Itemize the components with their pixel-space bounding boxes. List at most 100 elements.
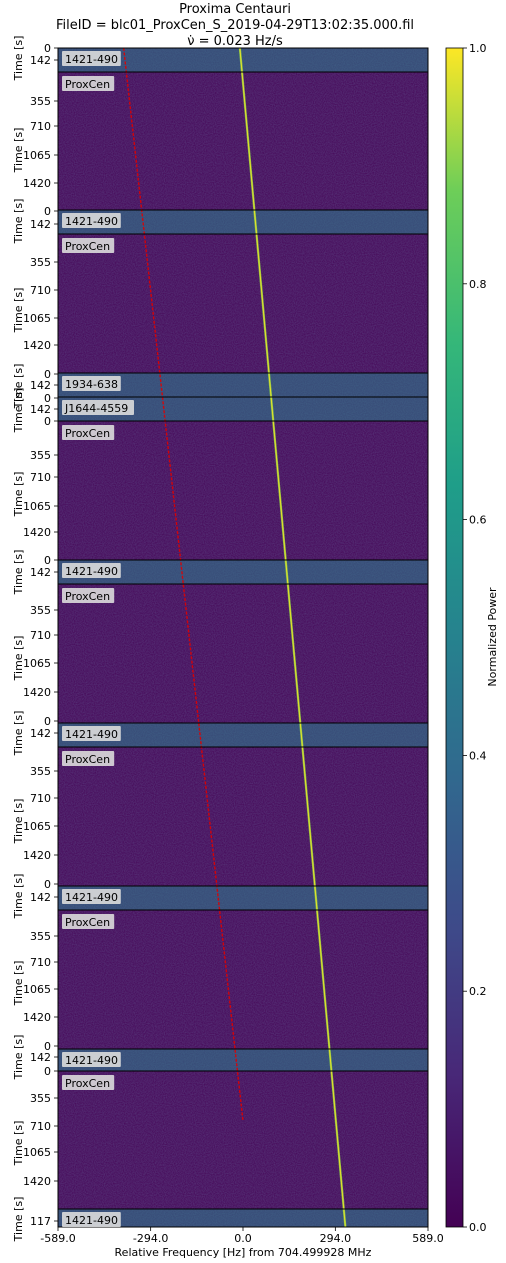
time-tick-label: 1420 <box>23 849 51 862</box>
time-tick-label: 355 <box>30 256 51 269</box>
panel-label-box <box>62 51 121 66</box>
panel-label: ProxCen <box>62 914 115 929</box>
time-tick-label: 1420 <box>23 1011 51 1024</box>
time-tick-label: 0 <box>44 392 51 405</box>
time-tick-label: 0 <box>44 554 51 567</box>
time-tick-label: 1065 <box>23 149 51 162</box>
time-tick-label: 142 <box>30 891 51 904</box>
signal-track-core <box>239 47 346 1228</box>
panel-label: 1421-490 <box>62 889 121 904</box>
panel-label-box <box>62 1075 115 1090</box>
panel-borders: 1421-490 ProxCen 1421-490 ProxCen 1934-638 J1… <box>57 47 429 1228</box>
time-tick-label: 1420 <box>23 1175 51 1188</box>
time-tick-label: 1065 <box>23 500 51 513</box>
panel-label-text: 1421-490 <box>65 565 118 578</box>
panel-label: ProxCen <box>62 76 115 91</box>
time-tick-label: 0 <box>44 1040 51 1053</box>
time-axis-label: Time [s] <box>12 799 25 845</box>
time-tick-label: 1065 <box>23 983 51 996</box>
time-tick-label: 355 <box>30 1092 51 1105</box>
time-tick-label: 355 <box>30 604 51 617</box>
panel-fill <box>58 1049 428 1071</box>
time-axis-label: Time [s] <box>12 472 25 518</box>
panel-label: 1421-490 <box>62 51 121 66</box>
time-axis-label: Time [s] <box>12 550 25 596</box>
panel-label-box <box>62 751 115 766</box>
time-tick-label: 710 <box>30 471 51 484</box>
panel-label-text: 1421-490 <box>65 1054 118 1067</box>
time-axis-label: Time [s] <box>12 364 25 410</box>
panel-label-text: ProxCen <box>65 240 110 253</box>
panel-label: ProxCen <box>62 238 115 253</box>
chart-title-line3: ν̇ = 0.023 Hz/s <box>187 34 283 49</box>
panel-label-box <box>62 76 115 91</box>
panel-label: 1421-490 <box>62 1052 121 1067</box>
colorbar-tick-label: 1.0 <box>469 42 487 55</box>
panel-label-text: 1934-638 <box>65 378 118 391</box>
waterfall-plot: 1421-490 ProxCen 1421-490 ProxCen 1934-638 J1… <box>57 47 429 1228</box>
colorbar-tick-label: 0.6 <box>469 514 487 527</box>
panel-label: 1934-638 <box>62 376 121 391</box>
time-axis-label: Time [s] <box>12 199 25 245</box>
panel-label-box <box>62 400 134 415</box>
time-tick-label: 710 <box>30 956 51 969</box>
time-tick-label: 355 <box>30 449 51 462</box>
panel-label: ProxCen <box>62 751 115 766</box>
time-tick-label: 142 <box>30 727 51 740</box>
time-tick-label: 0 <box>44 415 51 428</box>
time-tick-label: 1065 <box>23 820 51 833</box>
panel-label-box <box>62 1052 121 1067</box>
x-axis-label: Relative Frequency [Hz] from 704.499928 … <box>115 1246 372 1259</box>
panel-label-box <box>62 563 121 578</box>
panel-label-text: 1421-490 <box>65 1214 118 1227</box>
panel-label: 1421-490 <box>62 213 121 228</box>
x-tick-label: -294.0 <box>133 1232 168 1245</box>
time-tick-label: 355 <box>30 765 51 778</box>
colorbar-tick-label: 0.8 <box>469 278 487 291</box>
panel-label-text: ProxCen <box>65 590 110 603</box>
time-tick-label: 0 <box>44 205 51 218</box>
panel-label: ProxCen <box>62 425 115 440</box>
time-tick-label: 710 <box>30 120 51 133</box>
panel-label: 1421-490 <box>62 563 121 578</box>
panel-label-text: ProxCen <box>65 78 110 91</box>
x-tick-label: 294.0 <box>320 1232 352 1245</box>
signal-layer <box>122 47 347 1228</box>
chart-title-line2: FileID = blc01_ProxCen_S_2019-04-29T13:0… <box>56 18 414 33</box>
time-tick-label: 355 <box>30 930 51 943</box>
panel-label-box <box>62 376 121 391</box>
time-axis-label: Time [s] <box>12 288 25 334</box>
panel-label-text: 1421-490 <box>65 215 118 228</box>
panel-label-box <box>62 1212 121 1227</box>
time-tick-label: 355 <box>30 95 51 108</box>
panel-label-text: ProxCen <box>65 916 110 929</box>
panel-label-box <box>62 238 115 253</box>
time-tick-label: 1420 <box>23 339 51 352</box>
time-tick-label: 142 <box>30 218 51 231</box>
colorbar-label: Normalized Power <box>486 587 499 687</box>
time-tick-label: 1065 <box>23 657 51 670</box>
time-axis-label: Time [s] <box>12 1197 25 1243</box>
colorbar-tick-label: 0.0 <box>469 1221 487 1234</box>
time-tick-label: 142 <box>30 379 51 392</box>
time-tick-label: 0 <box>44 42 51 55</box>
colorbar-tick-label: 0.2 <box>469 985 487 998</box>
time-tick-label: 0 <box>44 368 51 381</box>
time-tick-label: 1420 <box>23 526 51 539</box>
panel-label-box <box>62 425 115 440</box>
time-tick-label: 710 <box>30 629 51 642</box>
panel-label-text: 1421-490 <box>65 891 118 904</box>
time-axis-label: Time [s] <box>12 636 25 682</box>
plot-noise <box>58 48 428 1227</box>
time-tick-label: 0 <box>44 715 51 728</box>
time-tick-label: 1065 <box>23 1146 51 1159</box>
x-tick-label: 0.0 <box>234 1232 252 1245</box>
time-axis-label: Time [s] <box>12 711 25 757</box>
time-tick-label: 1065 <box>23 312 51 325</box>
time-tick-label: 0 <box>44 878 51 891</box>
panel-label-text: ProxCen <box>65 1077 110 1090</box>
x-tick-label: 589.0 <box>412 1232 444 1245</box>
time-tick-label: 0 <box>44 1065 51 1078</box>
time-tick-label: 142 <box>30 403 51 416</box>
panel-label: 1421-490 <box>62 726 121 741</box>
